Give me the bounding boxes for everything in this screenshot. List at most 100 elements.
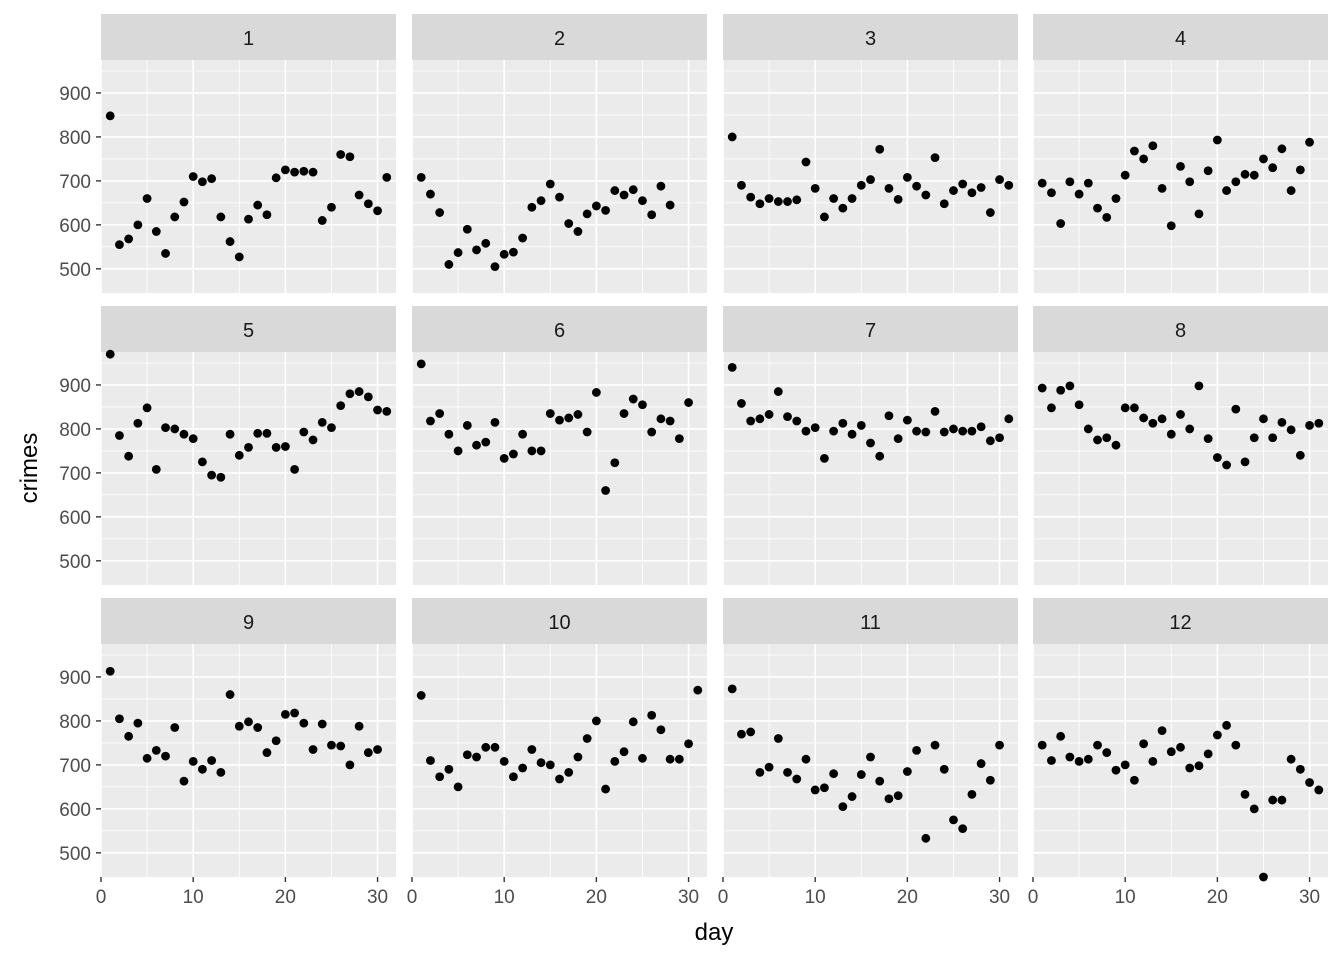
data-point — [1065, 177, 1075, 187]
data-point — [490, 262, 500, 272]
data-point — [820, 453, 829, 463]
data-point — [1259, 414, 1268, 424]
data-point — [354, 190, 364, 200]
x-tick-label: 30 — [678, 887, 699, 908]
data-point — [345, 760, 355, 770]
facet-panel-6: 6 — [411, 306, 707, 585]
data-point — [527, 745, 537, 754]
facet-panel-11: 11 0 10 20 30 — [718, 598, 1018, 908]
data-point — [1185, 763, 1195, 773]
data-point — [921, 427, 931, 437]
data-point — [783, 767, 792, 777]
data-point — [1139, 739, 1149, 749]
data-point — [179, 429, 189, 439]
data-point — [481, 437, 491, 447]
data-point — [967, 188, 977, 198]
data-point — [1056, 385, 1066, 395]
data-point — [271, 736, 281, 746]
data-point — [382, 406, 392, 416]
data-point — [582, 427, 592, 437]
data-point — [1203, 166, 1213, 176]
facet-strip — [412, 306, 707, 352]
data-point — [610, 756, 620, 766]
data-point — [582, 734, 592, 743]
facet-plot-area — [412, 644, 707, 877]
facet-plot-area — [101, 352, 396, 585]
y-tick-label: 700 — [59, 756, 91, 777]
facet-strip — [1033, 14, 1328, 60]
data-point — [893, 194, 903, 204]
data-point — [262, 210, 272, 220]
data-point — [453, 782, 463, 792]
data-point — [271, 442, 281, 452]
data-point — [746, 192, 756, 202]
data-point — [198, 177, 207, 187]
data-point — [829, 194, 839, 203]
data-point — [930, 740, 940, 750]
data-point — [234, 252, 244, 262]
data-point — [207, 174, 217, 184]
data-point — [253, 428, 263, 438]
x-tick-label: 0 — [407, 887, 418, 908]
data-point — [555, 415, 564, 425]
data-point — [638, 196, 647, 206]
data-point — [1056, 731, 1066, 741]
data-point — [382, 172, 392, 182]
data-point — [1259, 154, 1268, 164]
data-point — [564, 413, 574, 423]
data-point — [1277, 417, 1287, 427]
data-point — [115, 714, 124, 724]
data-point — [1185, 177, 1195, 187]
data-point — [133, 418, 143, 428]
data-point — [1249, 170, 1259, 180]
y-tick-label: 900 — [59, 668, 91, 689]
facet-strip-label: 1 — [243, 28, 254, 50]
data-point — [930, 406, 940, 416]
data-point — [426, 756, 435, 765]
data-point — [161, 751, 170, 761]
data-point — [271, 173, 281, 183]
data-point — [327, 740, 336, 750]
data-point — [188, 434, 198, 444]
data-point — [1286, 425, 1296, 435]
data-point — [1231, 177, 1241, 187]
data-point — [426, 189, 435, 199]
data-point — [444, 260, 454, 269]
facet-panel-12: 12 0 10 20 30 — [1028, 598, 1328, 908]
data-point — [327, 423, 336, 433]
data-point — [1157, 726, 1167, 736]
data-point — [490, 742, 500, 752]
data-point — [105, 349, 115, 359]
data-point — [656, 414, 666, 424]
data-point — [893, 791, 903, 801]
data-point — [1176, 742, 1185, 752]
data-point — [1212, 135, 1222, 145]
data-point — [1111, 194, 1121, 203]
data-point — [509, 247, 518, 257]
data-point — [619, 190, 629, 200]
data-point — [912, 745, 921, 755]
data-point — [1295, 764, 1305, 774]
facet-strip — [723, 598, 1018, 644]
data-point — [1176, 161, 1185, 171]
data-point — [958, 426, 968, 436]
data-point — [179, 197, 189, 207]
data-point — [555, 774, 564, 784]
data-point — [838, 418, 848, 428]
data-point — [527, 202, 537, 212]
facet-strip — [1033, 598, 1328, 644]
data-point — [1111, 440, 1121, 450]
data-point — [1286, 754, 1296, 764]
data-point — [773, 734, 783, 743]
y-tick-label: 700 — [59, 172, 91, 193]
data-point — [1166, 429, 1176, 439]
data-point — [426, 416, 435, 426]
data-point — [792, 774, 802, 784]
data-point — [1286, 186, 1296, 195]
data-point — [555, 192, 564, 202]
data-point — [198, 764, 207, 774]
data-point — [1102, 212, 1112, 222]
data-point — [1277, 795, 1287, 805]
data-point — [518, 233, 528, 243]
data-point — [1314, 418, 1324, 428]
